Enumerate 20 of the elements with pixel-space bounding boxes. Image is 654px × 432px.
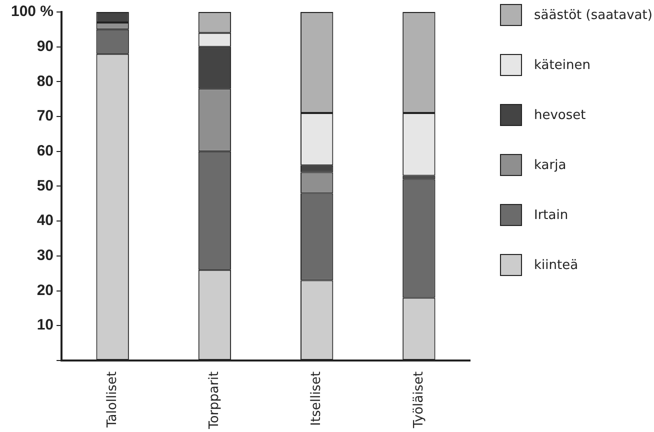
x-tick-label: Torpparit [207,371,222,430]
y-tick-label: 40 [36,212,54,230]
y-tick-label: 20 [36,282,54,299]
y-tick-label: 80 [36,72,54,90]
x-tick-label: Itselliset [309,371,324,426]
legend-label: säästöt (saatavat) [534,8,652,22]
legend-label: käteinen [534,58,590,72]
y-tick-label: 60 [36,142,54,160]
y-tick-label: 70 [36,108,54,125]
legend-label: kiinteä [534,258,578,272]
legend-label: Irtain [534,208,568,222]
y-tick-label: 30 [36,247,54,264]
x-tick-label: Talolliset [104,371,120,428]
legend-label: karja [534,158,566,172]
y-tick-label: 10 [36,316,54,334]
y-tick-label: 90 [36,38,54,55]
y-tick-label: 50 [36,177,54,194]
x-tick-label: Työläiset [411,371,426,430]
legend-label: hevoset [534,108,586,122]
y-tick-label: 100 % [10,3,54,20]
